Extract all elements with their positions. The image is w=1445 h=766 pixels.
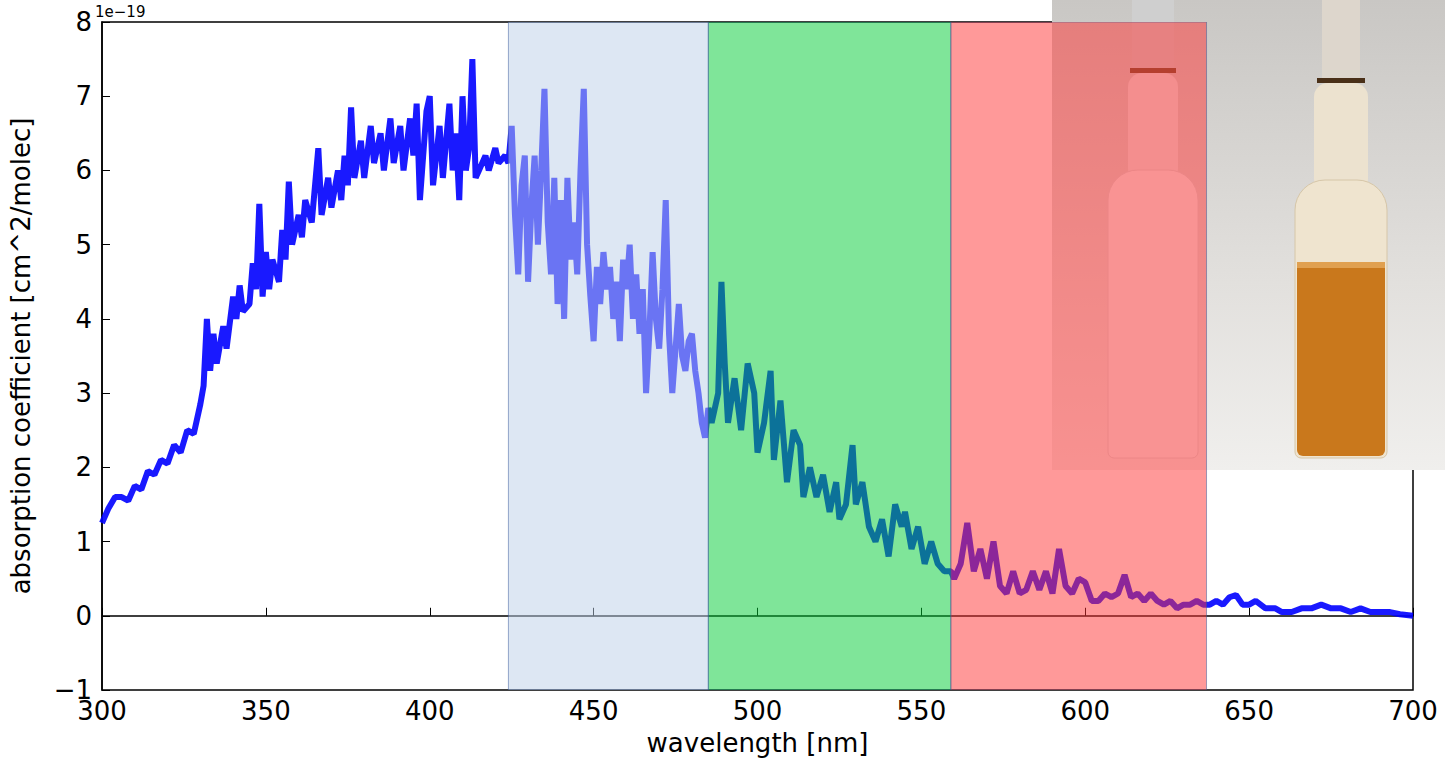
svg-text:300: 300 [77,696,127,726]
svg-text:600: 600 [1060,696,1110,726]
svg-text:700: 700 [1388,696,1438,726]
svg-text:400: 400 [405,696,455,726]
svg-text:6: 6 [75,155,92,185]
svg-text:3: 3 [75,378,92,408]
svg-text:550: 550 [897,696,947,726]
svg-text:4: 4 [75,304,92,334]
svg-text:350: 350 [241,696,291,726]
svg-text:5: 5 [75,230,92,260]
svg-text:8: 8 [75,7,92,37]
svg-text:500: 500 [733,696,783,726]
svg-text:2: 2 [75,452,92,482]
svg-text:0: 0 [75,601,92,631]
svg-text:7: 7 [75,81,92,111]
svg-text:absorption coefficient [cm^2/m: absorption coefficient [cm^2/molec] [6,118,36,595]
svg-text:wavelength [nm]: wavelength [nm] [647,728,869,758]
svg-text:1: 1 [75,527,92,557]
svg-text:1e−19: 1e−19 [95,3,145,21]
svg-text:450: 450 [569,696,619,726]
svg-text:650: 650 [1224,696,1274,726]
svg-text:−1: −1 [53,675,92,705]
